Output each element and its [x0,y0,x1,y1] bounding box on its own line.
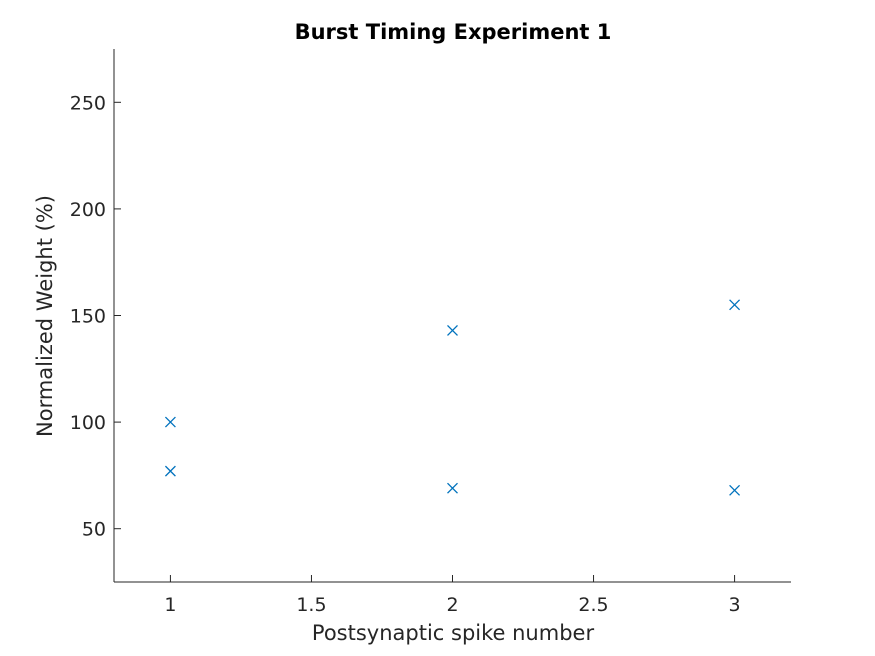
y-axis-label: Normalized Weight (%) [33,195,57,437]
x-tick-label: 3 [729,594,741,616]
x-axis-label: Postsynaptic spike number [312,621,595,645]
x-tick-label: 1.5 [296,594,326,616]
data-point-marker [447,324,458,336]
y-tick-label: 100 [70,412,106,434]
y-tick-label: 200 [70,199,106,221]
plot-area: 1 1.5 2 2.5 3 50 100 150 200 250 [70,49,791,616]
x-tick-label: 2.5 [578,594,608,616]
y-tick-label: 250 [70,92,106,114]
data-point-marker [164,416,176,428]
y-ticks: 50 100 150 200 250 [70,92,121,541]
data-point-marker [447,482,458,494]
data-markers [164,299,741,496]
data-point-marker [729,299,741,311]
chart-title: Burst Timing Experiment 1 [295,20,612,44]
data-point-marker [164,465,176,477]
x-tick-label: 2 [446,594,458,616]
y-tick-label: 50 [82,519,106,541]
y-tick-label: 150 [70,306,106,328]
x-tick-label: 1 [164,594,176,616]
x-ticks: 1 1.5 2 2.5 3 [164,575,741,616]
data-point-marker [729,484,741,496]
